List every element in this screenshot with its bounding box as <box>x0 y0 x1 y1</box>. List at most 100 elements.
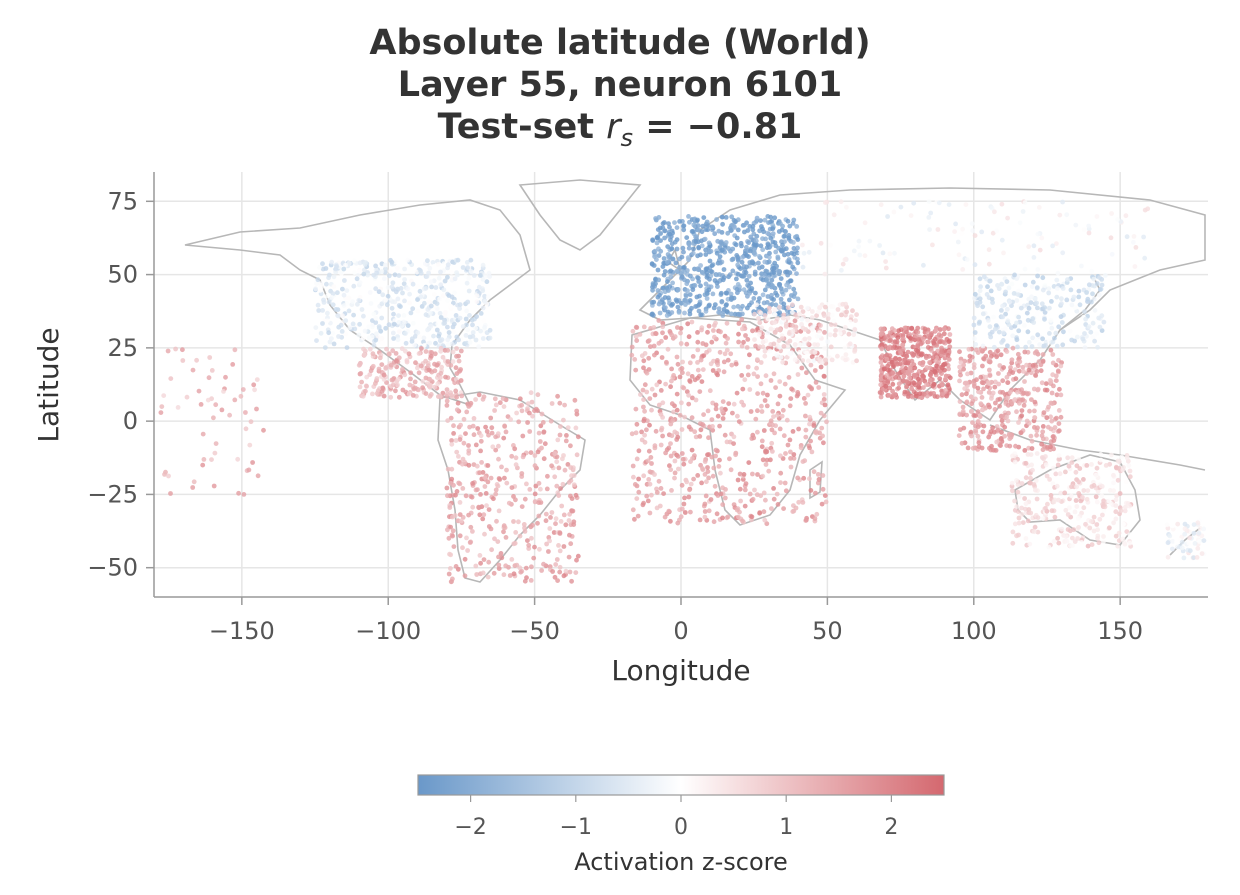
data-point <box>1022 282 1028 288</box>
data-point <box>1034 432 1039 438</box>
data-point <box>831 318 837 324</box>
data-point <box>641 418 647 424</box>
data-point <box>382 276 387 282</box>
data-point <box>1020 397 1026 402</box>
data-point <box>493 491 499 497</box>
data-point <box>520 454 526 460</box>
data-point <box>718 329 723 335</box>
data-point <box>669 488 674 493</box>
data-point <box>1120 536 1125 542</box>
data-point <box>480 396 486 402</box>
data-point <box>712 483 718 489</box>
data-point <box>666 295 671 301</box>
data-point <box>735 477 741 483</box>
data-point <box>877 243 882 248</box>
data-point <box>445 324 450 330</box>
data-point <box>212 450 218 456</box>
data-point <box>711 519 717 525</box>
data-point <box>1093 494 1099 500</box>
data-point <box>526 542 532 548</box>
data-point <box>1058 490 1064 496</box>
data-point <box>708 497 714 502</box>
data-point <box>668 384 673 390</box>
data-point <box>357 384 363 390</box>
data-point <box>502 525 508 531</box>
data-point <box>901 378 907 384</box>
data-point <box>558 519 564 524</box>
data-point <box>489 425 495 431</box>
data-point <box>989 296 995 302</box>
data-point <box>736 331 741 337</box>
data-point <box>1052 425 1058 430</box>
data-point <box>453 388 459 394</box>
data-point <box>675 325 680 330</box>
data-point <box>561 512 567 518</box>
data-point <box>886 345 892 351</box>
data-point <box>563 568 569 574</box>
data-point <box>706 508 712 514</box>
data-point <box>798 342 804 348</box>
data-point <box>453 564 459 569</box>
data-point <box>435 321 441 327</box>
data-point <box>653 216 658 221</box>
data-point <box>389 305 395 311</box>
data-point <box>754 242 760 248</box>
data-point <box>158 410 164 415</box>
data-point <box>571 522 577 527</box>
data-point <box>1034 369 1040 374</box>
data-point <box>1070 543 1075 548</box>
data-point <box>481 318 487 324</box>
data-point <box>752 337 757 342</box>
data-point <box>1033 373 1039 378</box>
data-point <box>760 236 765 242</box>
data-point <box>892 392 898 398</box>
data-point <box>173 346 179 352</box>
data-point <box>989 205 995 211</box>
data-point <box>469 494 475 500</box>
data-point <box>708 361 714 367</box>
data-point <box>1048 379 1054 384</box>
data-point <box>1022 266 1028 272</box>
data-point <box>633 430 639 436</box>
data-point <box>997 442 1003 448</box>
data-point <box>557 432 563 438</box>
data-point <box>745 372 751 378</box>
data-point <box>747 302 752 308</box>
data-point <box>501 404 507 409</box>
data-point <box>435 381 441 387</box>
data-point <box>465 265 470 271</box>
data-point <box>972 295 977 301</box>
data-point <box>924 382 929 388</box>
data-point <box>1089 299 1094 305</box>
data-point <box>884 352 890 358</box>
data-point <box>957 412 963 417</box>
data-point <box>699 229 705 235</box>
data-point <box>911 380 917 386</box>
data-point <box>890 345 896 351</box>
data-point <box>828 344 834 350</box>
data-point <box>536 500 542 505</box>
data-point <box>533 483 539 489</box>
data-point <box>451 329 456 334</box>
data-point <box>418 363 424 369</box>
data-point <box>804 350 809 356</box>
data-point <box>710 473 716 479</box>
data-point <box>892 250 897 256</box>
data-point <box>317 288 323 293</box>
data-point <box>704 349 709 355</box>
data-point <box>638 392 643 397</box>
data-point <box>647 396 653 401</box>
data-point <box>661 256 667 261</box>
data-point <box>357 268 362 274</box>
data-point <box>354 276 360 282</box>
data-point <box>507 573 513 578</box>
data-point <box>704 266 710 272</box>
data-point <box>562 402 567 408</box>
data-point <box>652 392 658 398</box>
data-point <box>790 429 796 434</box>
data-point <box>777 304 782 310</box>
data-point <box>699 327 704 333</box>
data-point <box>920 362 925 368</box>
data-point <box>1035 311 1040 316</box>
data-point <box>450 359 456 364</box>
